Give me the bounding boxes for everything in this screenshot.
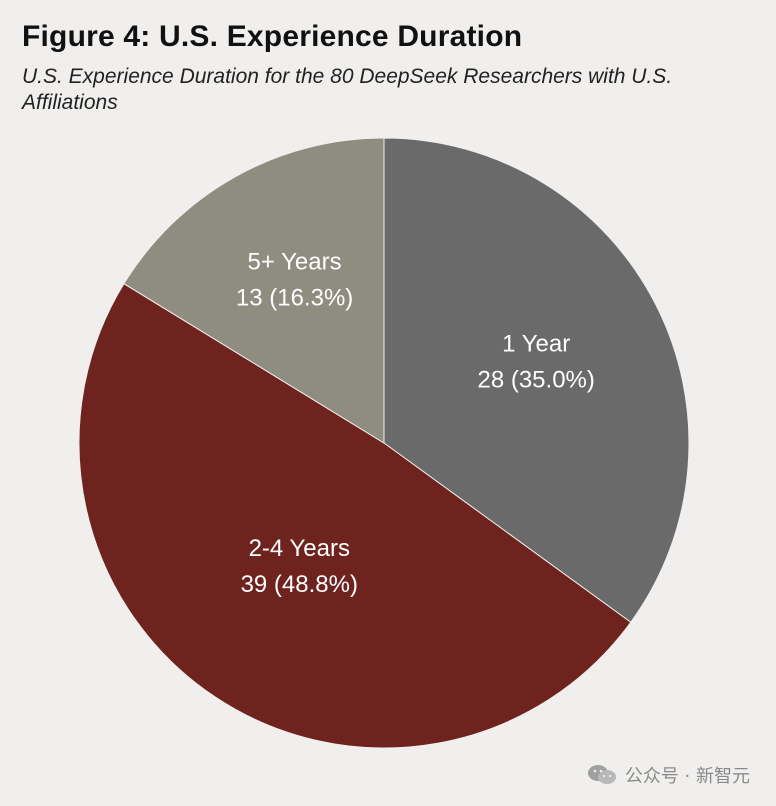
chart-title: Figure 4: U.S. Experience Duration [22,20,523,53]
slice-label-2-4-years: 2-4 Years [249,535,350,562]
slice-label-5-years: 5+ Years [248,248,342,275]
wechat-icon [587,764,617,786]
pie-slice-1-year [383,137,690,623]
chart-subtitle: U.S. Experience Duration for the 80 Deep… [22,65,673,114]
pie-slice-2-4-years [78,282,632,749]
slice-value-2-4-years: 39 (48.8%) [241,571,358,598]
slice-value-5-years: 13 (16.3%) [236,284,353,311]
slice-value-1-year: 28 (35.0%) [477,366,594,393]
pie-slice-5-years [123,137,385,444]
slice-label-1-year: 1 Year [502,330,570,357]
watermark: 公众号 · 新智元 [587,762,750,788]
watermark-text: 公众号 · 新智元 [624,766,750,787]
